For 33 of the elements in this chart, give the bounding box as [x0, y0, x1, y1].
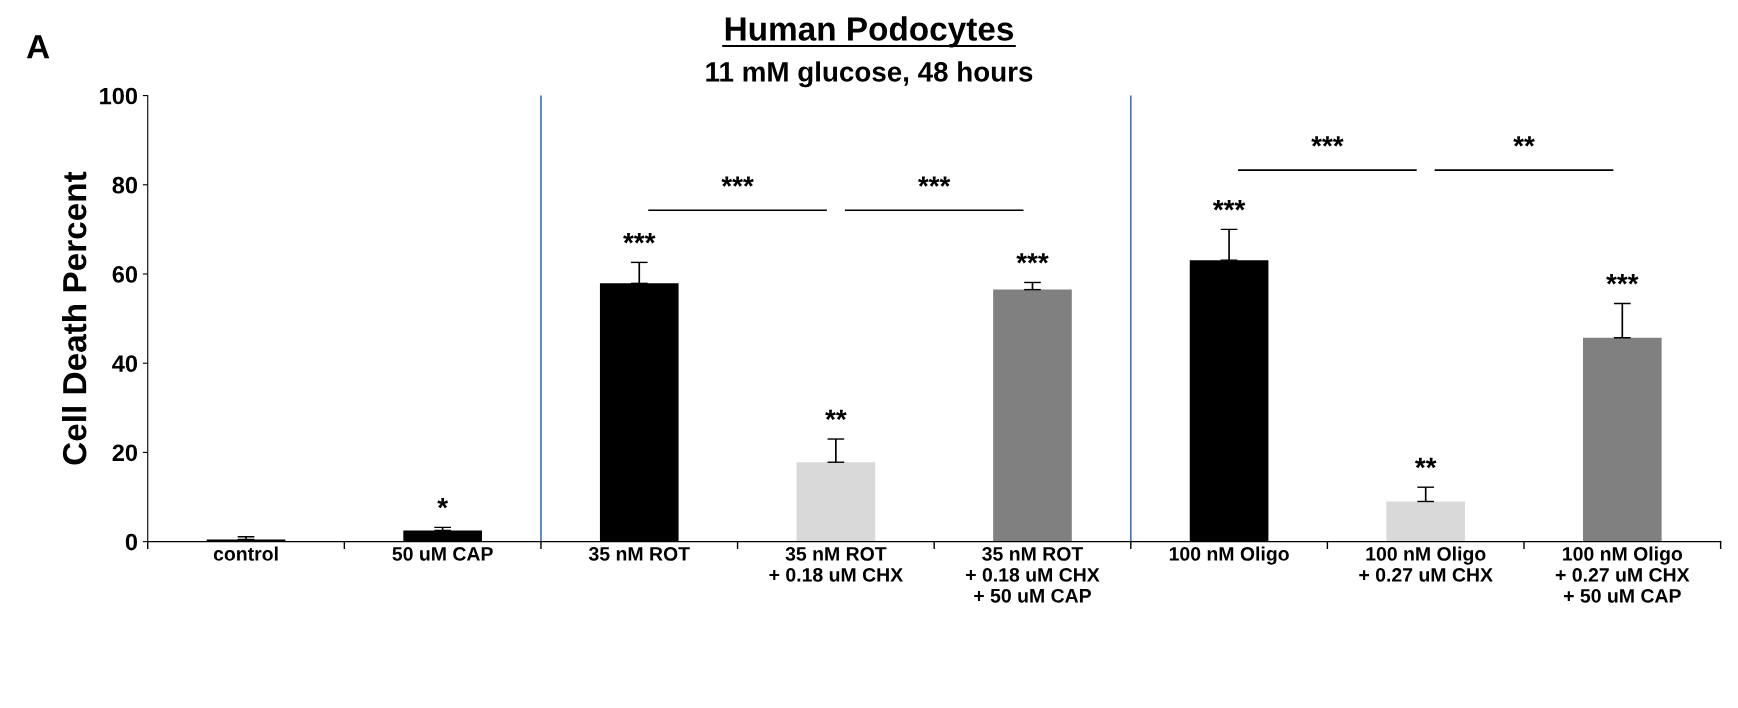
- text: A: [26, 35, 50, 59]
- y-tick-label: 40: [112, 355, 138, 372]
- x-tick-label: 35 nM ROT + 0.18 uM CHX + 50 uM CAP: [966, 546, 1100, 603]
- bar: [1582, 337, 1662, 542]
- bar: [796, 462, 876, 542]
- y-tick-label: 60: [112, 266, 138, 283]
- x-tick-label: 35 nM ROT + 0.18 uM CHX: [769, 546, 903, 582]
- annotation: ***: [1606, 274, 1639, 285]
- annotation: ***: [1016, 253, 1049, 264]
- chart-subtitle: 11 mM glucose, 48 hours: [706, 61, 1033, 88]
- y-tick-label: 20: [112, 444, 138, 462]
- y-tick-label: 0: [125, 533, 138, 551]
- annotation: ***: [721, 176, 754, 187]
- annotation: *: [437, 498, 449, 509]
- x-tick-label: 35 nM ROT: [588, 546, 690, 561]
- bar: [1386, 501, 1466, 542]
- y-axis-title: Cell Death Percent: [61, 171, 87, 465]
- annotation: **: [1513, 136, 1535, 147]
- y-tick-label: 100: [100, 87, 138, 105]
- annotation: ***: [623, 233, 656, 244]
- x-tick-label: 50 uM CAP: [392, 546, 493, 561]
- y-tick-label: 80: [112, 176, 138, 194]
- annotation: ***: [1311, 136, 1344, 147]
- annotation: **: [825, 409, 847, 421]
- x-tick-label: 100 nM Oligo + 0.27 uM CHX: [1359, 546, 1493, 582]
- annotation: ***: [918, 176, 951, 187]
- x-tick-label: control: [213, 546, 278, 561]
- bar: [993, 289, 1072, 542]
- annotation: **: [1414, 457, 1437, 469]
- chart-title: Human Podocytes: [725, 16, 1014, 48]
- x-tick-label: 100 nM Oligo + 0.27 uM CHX + 50 uM CAP: [1555, 546, 1690, 603]
- annotation: ***: [1212, 200, 1246, 211]
- x-tick-label: 100 nM Oligo: [1169, 546, 1289, 565]
